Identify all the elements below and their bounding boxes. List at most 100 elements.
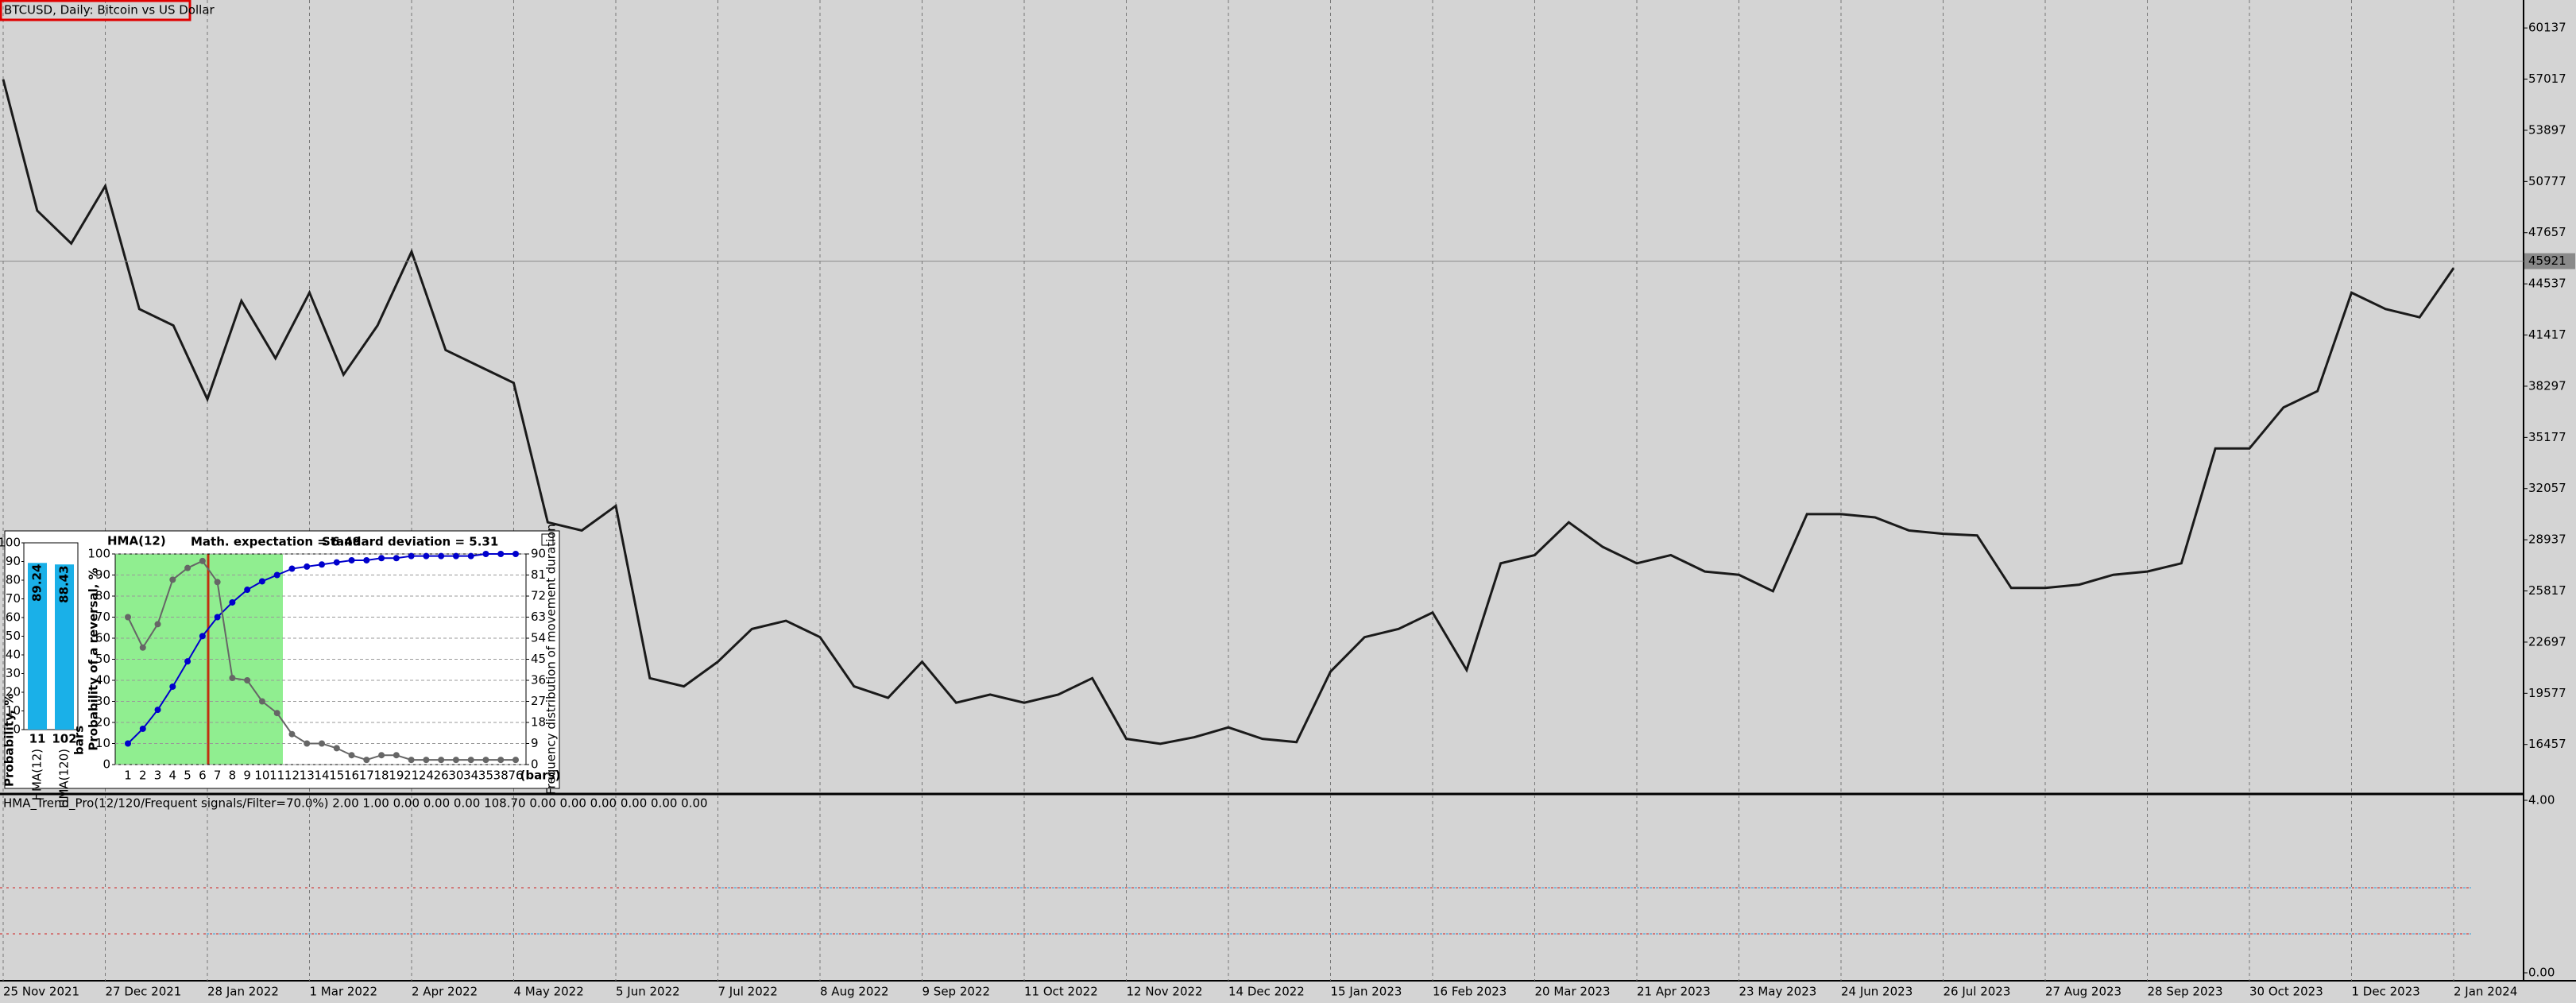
x-tick-label: 10 [254,769,269,783]
x-tick-label: 28 Jan 2022 [207,985,279,999]
y2-tick-label: 45 [531,652,546,666]
x-axis-label: bars [72,726,87,755]
y-tick-label: 32057 [2528,481,2566,495]
x-tick-label: 35 [478,769,493,783]
y-tick-label: 57017 [2528,72,2566,86]
x-tick-label: 14 [314,769,329,783]
y-tick-label: 0 [13,722,21,737]
y2-tick-label: 72 [531,589,546,603]
expectation-label: Math. expectation = 6.49 [191,535,361,549]
x-tick-label: 27 Aug 2023 [2045,985,2122,999]
x-tick-label: 38 [493,769,509,783]
point [184,658,191,665]
x-tick-label: 25 Nov 2021 [3,985,79,999]
x-tick-label: 9 [243,769,251,783]
x-tick-label: 16 [344,769,359,783]
x-tick-label: 23 May 2023 [1739,985,1817,999]
x-tick-label: 11 [269,769,284,783]
value-label: 89.24 [30,564,44,602]
y-tick-label: 60 [6,610,21,625]
x-tick-label: 11 Oct 2022 [1024,985,1098,999]
x-tick-label: 1 Mar 2022 [310,985,378,999]
y-tick-label: 30 [95,694,110,708]
y2-tick-label: 90 [531,547,546,561]
x-tick-label: 8 [229,769,237,783]
category-label: HMA(120) [57,749,72,808]
point [393,555,400,562]
last-price-box [2524,253,2575,269]
x-tick-label: 1 Dec 2023 [2352,985,2420,999]
point [482,551,489,557]
y-tick-label: 20 [6,685,21,699]
x-tick-label: 5 [184,769,191,783]
y-tick-label: 100 [0,536,21,550]
value-label: 88.43 [57,565,72,602]
x-tick-label: 26 Jul 2023 [1944,985,2011,999]
x-tick-label: 21 Apr 2023 [1637,985,1711,999]
y2-tick-label: 9 [531,736,539,750]
y-tick-label: 22697 [2528,634,2566,649]
point [378,752,385,759]
std-label: Standard deviation = 5.31 [322,535,498,549]
point [214,579,221,586]
y-tick-label: 28937 [2528,532,2566,547]
category-label: HMA(12) [30,749,44,800]
y-axis-label: Probability, % [2,694,17,787]
point [154,621,161,628]
y2-axis-label: Frequency distribution of movement durat… [544,524,559,795]
point [304,563,311,570]
x-tick-label: 2 [139,769,147,783]
y2-tick-label: 18 [531,715,546,730]
y-tick-label: 41417 [2528,327,2566,342]
point [288,730,296,738]
y-tick-label: 50 [6,629,21,643]
count-label: 11 [29,732,46,746]
y-tick-label: 0 [102,757,110,772]
y-tick-label: 10 [6,703,21,718]
point [333,559,340,566]
x-tick-label: 8 Aug 2022 [820,985,889,999]
point [423,757,430,764]
title: HMA(12) [107,534,166,548]
point [244,677,251,684]
point [512,551,519,557]
y-tick-label: 50 [95,652,110,666]
title-box [0,0,191,21]
last-price-label: 45921 [2528,254,2566,268]
x-tick-label: 19 [389,769,404,783]
y-tick-label: 53897 [2528,122,2566,137]
point [244,587,251,594]
y-tick-label: 90 [6,554,21,568]
x-tick-label: 13 [300,769,315,783]
point [229,675,236,682]
y-tick-label: 47657 [2528,225,2566,239]
point [408,552,415,560]
y2-tick-label: 63 [531,610,546,624]
point [169,576,176,583]
point [438,757,445,764]
point [125,740,131,747]
point [497,551,505,557]
x-tick-label: 27 Dec 2021 [106,985,182,999]
x-tick-label: 2 Jan 2024 [2454,985,2517,999]
x-tick-label: 4 [169,769,177,783]
y-tick-label: 0.00 [2528,966,2555,980]
y-tick-label: 90 [95,567,110,582]
point [363,757,370,764]
point [497,757,505,764]
y-tick-label: 70 [95,610,110,624]
x-tick-label: 5 Jun 2022 [616,985,680,999]
point [423,552,430,560]
close-button[interactable] [541,533,554,546]
point [273,571,280,579]
point [319,740,325,747]
point [408,757,415,764]
point [139,644,146,651]
point [452,757,459,764]
x-tick-label: 16 Feb 2023 [1433,985,1507,999]
y-tick-label: 70 [6,591,21,606]
x-tick-label: 9 Sep 2022 [922,985,991,999]
y2-tick-label: 27 [531,694,546,708]
point [482,757,489,764]
